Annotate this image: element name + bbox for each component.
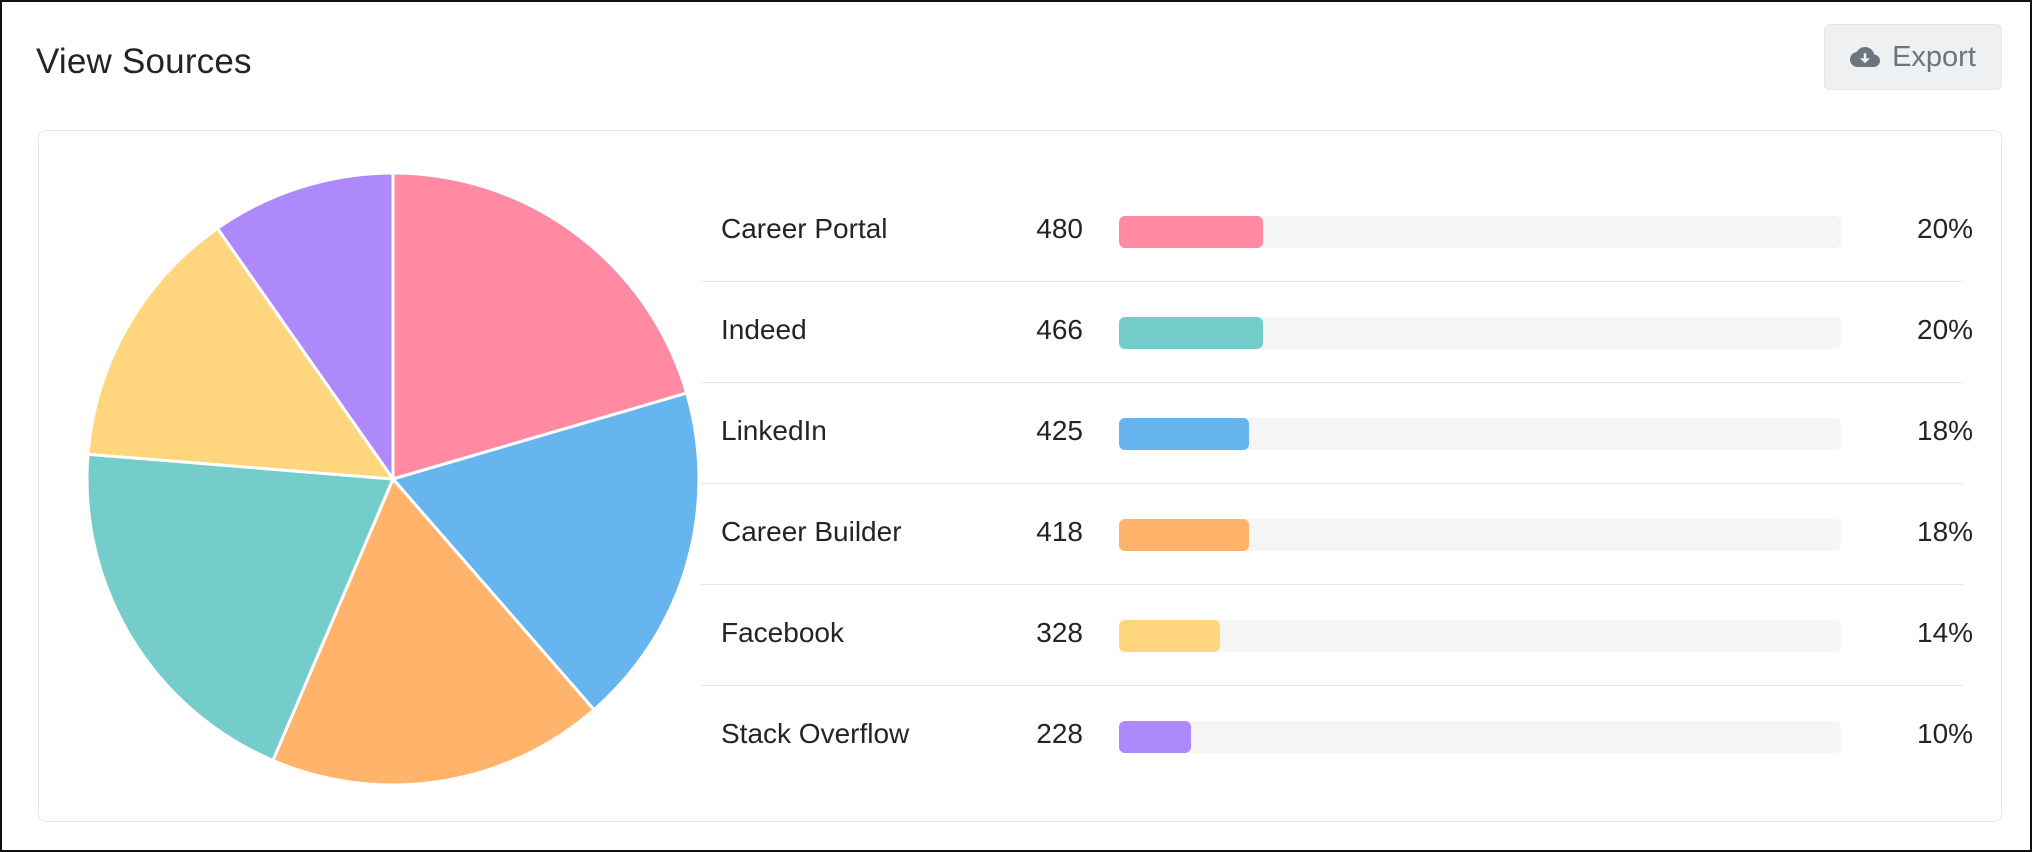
source-bar-fill: [1119, 519, 1249, 551]
source-row: Indeed 466 20%: [701, 282, 1973, 383]
pie-slice-linkedin: [390, 391, 701, 712]
source-name: Stack Overflow: [721, 718, 910, 749]
source-percent: 20%: [1917, 314, 1974, 345]
source-bar-fill: [1119, 721, 1192, 753]
source-row: Facebook 328 14%: [701, 585, 1973, 686]
source-bar-track: [1119, 519, 1841, 551]
source-count: 425: [1036, 415, 1083, 446]
source-bar-fill: [1119, 418, 1249, 450]
source-name: Indeed: [721, 314, 807, 345]
source-name: LinkedIn: [721, 415, 827, 446]
source-count: 480: [1036, 213, 1083, 244]
page-title: View Sources: [36, 42, 252, 81]
source-name: Career Portal: [721, 213, 888, 244]
source-percent: 18%: [1917, 516, 1974, 547]
source-row: LinkedIn 425 18%: [701, 383, 1973, 484]
pie-slice-career-builder: [270, 476, 597, 787]
source-percent: 10%: [1917, 718, 1974, 749]
source-bar-track: [1119, 317, 1841, 349]
pie-slice-facebook: [86, 226, 397, 481]
source-count: 466: [1036, 314, 1083, 345]
pie-slice-indeed: [85, 452, 396, 763]
source-count: 418: [1036, 516, 1083, 547]
sources-card: Career Portal 480 20% Indeed 466 20% Lin…: [38, 130, 2002, 822]
source-percent: 20%: [1917, 213, 1974, 244]
pie-slice-career-portal: [391, 171, 689, 482]
sources-pie-chart: [85, 171, 701, 787]
source-row: Career Builder 418 18%: [701, 484, 1973, 585]
sources-list: Career Portal 480 20% Indeed 466 20% Lin…: [701, 181, 1973, 787]
source-bar-fill: [1119, 216, 1264, 248]
source-bar-track: [1119, 216, 1841, 248]
source-percent: 14%: [1917, 617, 1974, 648]
source-percent: 18%: [1917, 415, 1974, 446]
source-count: 228: [1036, 718, 1083, 749]
source-count: 328: [1036, 617, 1083, 648]
cloud-download-icon: [1850, 47, 1881, 67]
source-name: Facebook: [721, 617, 844, 648]
source-bar-fill: [1119, 620, 1221, 652]
source-bar-track: [1119, 418, 1841, 450]
source-row: Stack Overflow 228 10%: [701, 686, 1973, 787]
source-name: Career Builder: [721, 516, 902, 547]
pie-slice-stack-overflow: [215, 171, 395, 484]
export-label: Export: [1892, 40, 1976, 73]
export-button[interactable]: Export: [1824, 24, 2002, 90]
source-bar-track: [1119, 721, 1841, 753]
source-row: Career Portal 480 20%: [701, 181, 1973, 282]
source-bar-fill: [1119, 317, 1264, 349]
source-bar-track: [1119, 620, 1841, 652]
